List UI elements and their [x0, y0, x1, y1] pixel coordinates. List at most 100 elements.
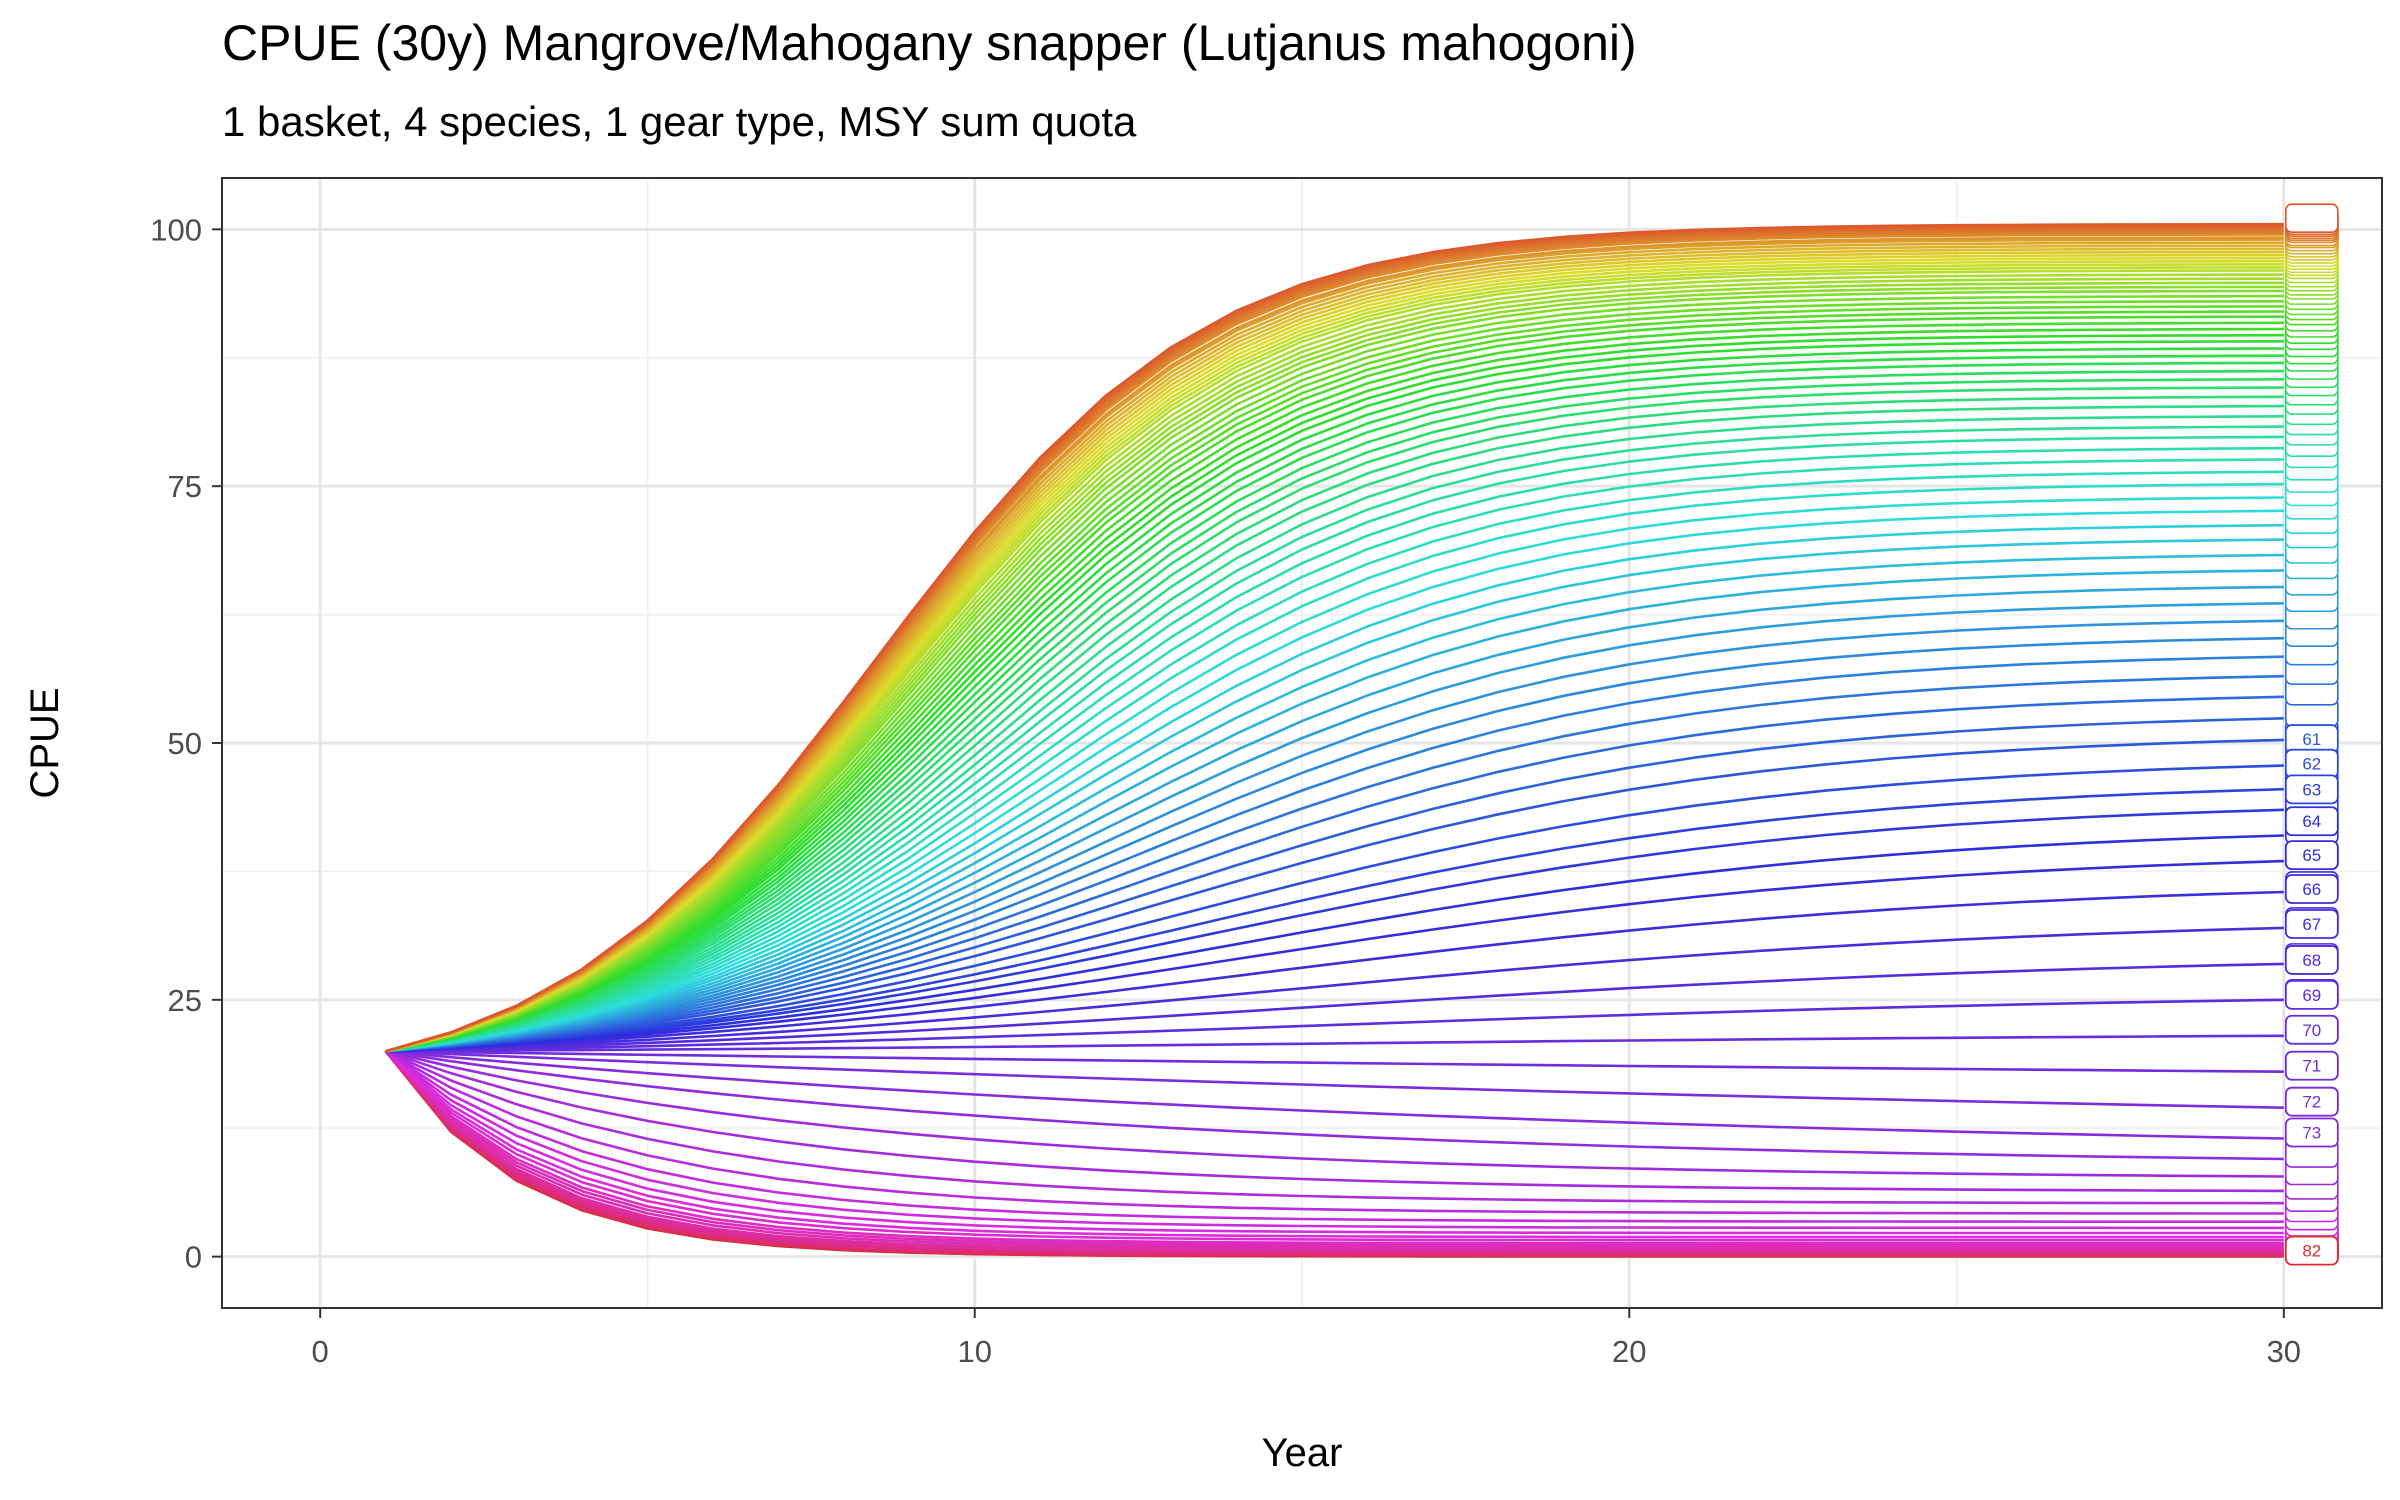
tick-labels: 0 10 20 30 0 25 50 75 100	[150, 212, 2301, 1369]
series-line	[385, 273, 2284, 1053]
series-line	[385, 315, 2284, 1053]
end-label-70: 70	[2302, 1021, 2321, 1040]
series-line	[385, 241, 2284, 1053]
series-line	[385, 395, 2284, 1053]
y-tick-label: 50	[168, 726, 202, 761]
chart-subtitle: 1 basket, 4 species, 1 gear type, MSY su…	[222, 98, 1137, 145]
series-line	[385, 222, 2284, 1053]
series-line	[384, 1050, 2284, 1230]
series-line	[385, 354, 2284, 1053]
series-line	[385, 890, 2284, 1053]
series-line	[385, 523, 2284, 1053]
series-line	[385, 310, 2284, 1053]
series-line	[385, 695, 2284, 1053]
series-line	[385, 415, 2284, 1053]
series-line	[385, 569, 2284, 1053]
y-tick-label: 75	[168, 469, 202, 504]
end-label-box-69	[2284, 979, 2339, 1010]
end-label-box-63	[2284, 774, 2339, 805]
series-line	[385, 305, 2284, 1053]
series-line	[384, 1050, 2284, 1239]
end-label-65: 65	[2302, 846, 2321, 865]
end-label-62: 62	[2302, 755, 2321, 774]
series-line	[385, 619, 2284, 1053]
series-line	[385, 509, 2284, 1053]
end-label-box-70	[2284, 1014, 2339, 1045]
end-label-71: 71	[2302, 1057, 2321, 1076]
series-line	[385, 361, 2284, 1053]
end-label-box-67	[2284, 909, 2339, 939]
series-line	[385, 1049, 2284, 1178]
series-line	[385, 435, 2284, 1053]
end-label-box-71	[2284, 1050, 2339, 1081]
series-line	[384, 1050, 2284, 1251]
y-tick-label: 25	[168, 983, 202, 1018]
end-label-66: 66	[2302, 880, 2321, 899]
series-line	[385, 1050, 2284, 1205]
series-line	[385, 808, 2284, 1053]
series-line	[385, 281, 2284, 1053]
end-label-box-82	[2284, 1235, 2339, 1266]
series-line	[385, 327, 2284, 1053]
y-tick-label: 0	[185, 1240, 202, 1275]
x-tick-label: 30	[2267, 1334, 2301, 1369]
series-line	[384, 1050, 2284, 1223]
end-label-67: 67	[2302, 915, 2321, 934]
y-tick-label: 100	[150, 212, 202, 247]
chart-title: CPUE (30y) Mangrove/Mahogany snapper (Lu…	[222, 15, 1637, 71]
end-label-61: 61	[2302, 730, 2321, 749]
series-line	[384, 1050, 2284, 1245]
series-line	[384, 1050, 2284, 1247]
series-line	[385, 1049, 2284, 1140]
end-label-box-68	[2284, 945, 2339, 975]
series-line	[385, 585, 2284, 1053]
end-label-82: 82	[2302, 1242, 2321, 1261]
series-line	[385, 1049, 2284, 1161]
series-line	[385, 236, 2284, 1053]
series-line	[385, 538, 2284, 1053]
series-line	[385, 289, 2284, 1053]
series-line	[385, 425, 2284, 1053]
series-line	[385, 496, 2284, 1053]
end-label-64: 64	[2302, 812, 2321, 831]
series-line	[385, 717, 2284, 1053]
series-line	[385, 404, 2284, 1053]
series-line	[385, 446, 2284, 1053]
end-label-box-73	[2284, 1117, 2339, 1148]
axis-ticks	[212, 228, 2285, 1318]
series-line	[385, 1049, 2284, 1073]
series-line	[385, 458, 2284, 1053]
x-axis-title: Year	[1262, 1431, 1343, 1475]
series-line	[385, 1049, 2284, 1109]
series-line	[385, 764, 2284, 1053]
end-label-box-64	[2284, 806, 2339, 837]
series-line	[385, 378, 2284, 1053]
series-line	[385, 859, 2284, 1053]
series-line	[385, 277, 2284, 1053]
end-label-73: 73	[2302, 1124, 2321, 1143]
series-line	[384, 1050, 2284, 1235]
series-line	[385, 1034, 2284, 1053]
end-label-63: 63	[2302, 780, 2321, 799]
series-line	[384, 1050, 2284, 1215]
series-line	[385, 482, 2284, 1053]
series-line	[385, 300, 2284, 1053]
series-line	[385, 834, 2284, 1053]
series-line	[385, 998, 2284, 1053]
series-line	[384, 1050, 2284, 1249]
end-label-72: 72	[2302, 1093, 2321, 1112]
series-lines	[384, 222, 2284, 1258]
x-tick-label: 10	[957, 1334, 991, 1369]
x-tick-label: 20	[1612, 1334, 1646, 1369]
end-label-box	[2285, 203, 2339, 234]
series-line	[384, 1050, 2284, 1242]
series-line	[385, 553, 2284, 1053]
end-label-69: 69	[2302, 986, 2321, 1005]
end-label-68: 68	[2302, 951, 2321, 970]
series-line	[385, 926, 2284, 1053]
end-label-boxes: 61 62 63 64 65 66 67 68 69 70 71 72 73 82	[2284, 203, 2339, 1266]
series-line	[385, 369, 2284, 1053]
end-label-box-72	[2284, 1086, 2339, 1117]
series-line	[385, 787, 2284, 1053]
